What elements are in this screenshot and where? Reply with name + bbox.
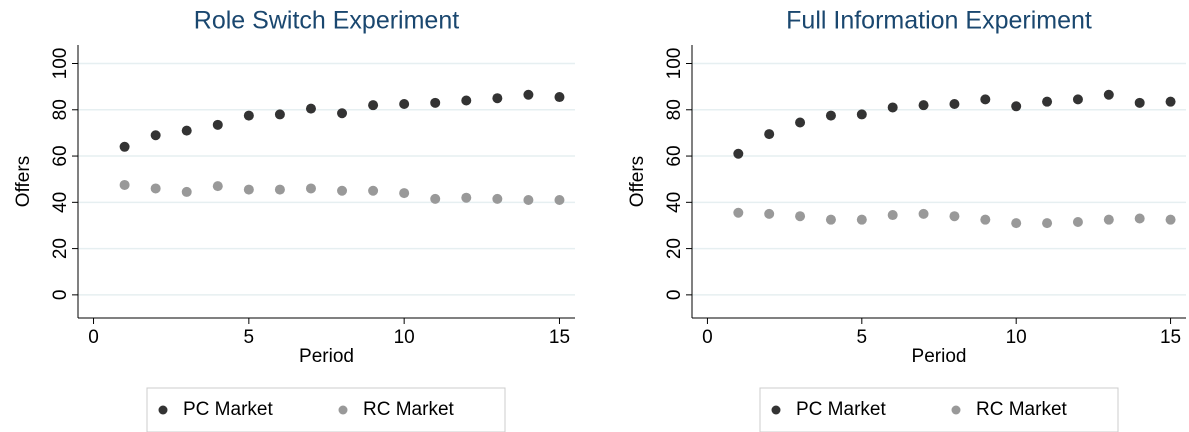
point: [305, 103, 316, 114]
point: [1072, 94, 1083, 105]
point: [461, 192, 472, 203]
point: [492, 93, 503, 104]
point: [856, 109, 867, 120]
point: [274, 109, 285, 120]
point: [243, 184, 254, 195]
point: [305, 183, 316, 194]
x-tick-label: 10: [394, 327, 415, 348]
point: [1103, 214, 1114, 225]
legend-label: PC Market: [796, 399, 886, 420]
point: [764, 208, 775, 219]
point: [337, 108, 348, 119]
point: [949, 98, 960, 109]
point: [1134, 97, 1145, 108]
point: [1165, 96, 1176, 107]
point: [1165, 214, 1176, 225]
point: [274, 184, 285, 195]
y-tick-label: 80: [664, 99, 685, 120]
point: [430, 193, 441, 204]
legend-box: [146, 387, 506, 432]
y-tick-label: 40: [664, 192, 685, 213]
point: [492, 193, 503, 204]
point: [212, 181, 223, 192]
point: [1072, 216, 1083, 227]
point: [949, 211, 960, 222]
chart-title: Full Information Experiment: [786, 7, 1092, 35]
legend-marker: [771, 405, 781, 415]
x-tick-label: 15: [549, 327, 570, 348]
y-tick-label: 0: [50, 290, 71, 301]
point: [399, 98, 410, 109]
point: [119, 141, 130, 152]
point: [980, 94, 991, 105]
point: [119, 179, 130, 190]
chart-title: Role Switch Experiment: [194, 7, 459, 35]
point: [825, 214, 836, 225]
y-tick-label: 100: [50, 48, 71, 80]
point: [150, 183, 161, 194]
point: [368, 185, 379, 196]
point: [554, 195, 565, 206]
point: [337, 185, 348, 196]
legend-box: [759, 387, 1119, 432]
legend-label: PC Market: [183, 399, 273, 420]
legend-marker: [951, 405, 961, 415]
point: [1011, 101, 1022, 112]
point: [1011, 218, 1022, 229]
y-tick-label: 0: [664, 290, 685, 301]
point: [764, 129, 775, 140]
point: [1042, 218, 1053, 229]
point: [181, 186, 192, 197]
point: [1042, 96, 1053, 107]
y-tick-label: 20: [50, 238, 71, 259]
legend-label: RC Market: [363, 399, 455, 420]
point: [733, 148, 744, 159]
x-tick-label: 10: [1006, 327, 1027, 348]
y-axis-title: Offers: [627, 156, 648, 207]
y-tick-label: 60: [50, 145, 71, 166]
point: [399, 188, 410, 199]
point: [368, 100, 379, 111]
point: [795, 117, 806, 128]
x-axis-title: Period: [912, 346, 967, 367]
point: [825, 110, 836, 121]
point: [856, 214, 867, 225]
point: [212, 119, 223, 130]
y-tick-label: 60: [664, 145, 685, 166]
x-tick-label: 5: [857, 327, 868, 348]
point: [918, 100, 929, 111]
legend-marker: [158, 405, 168, 415]
point: [1103, 89, 1114, 100]
legend-marker: [338, 405, 348, 415]
point: [795, 211, 806, 222]
point: [1134, 213, 1145, 224]
y-tick-label: 80: [50, 99, 71, 120]
point: [181, 125, 192, 136]
point: [918, 208, 929, 219]
x-tick-label: 0: [702, 327, 713, 348]
legend-label: RC Market: [976, 399, 1068, 420]
point: [461, 95, 472, 106]
point: [523, 195, 534, 206]
x-tick-label: 15: [1160, 327, 1181, 348]
y-axis-title: Offers: [13, 156, 34, 207]
point: [980, 214, 991, 225]
y-tick-label: 40: [50, 192, 71, 213]
point: [733, 207, 744, 218]
x-axis-title: Period: [299, 346, 354, 367]
point: [523, 89, 534, 100]
point: [150, 130, 161, 141]
y-tick-label: 100: [664, 48, 685, 80]
point: [887, 210, 898, 221]
x-tick-label: 5: [244, 327, 255, 348]
point: [887, 102, 898, 113]
y-tick-label: 20: [664, 238, 685, 259]
point: [554, 92, 565, 103]
point: [243, 110, 254, 121]
x-tick-label: 0: [88, 327, 99, 348]
point: [430, 97, 441, 108]
